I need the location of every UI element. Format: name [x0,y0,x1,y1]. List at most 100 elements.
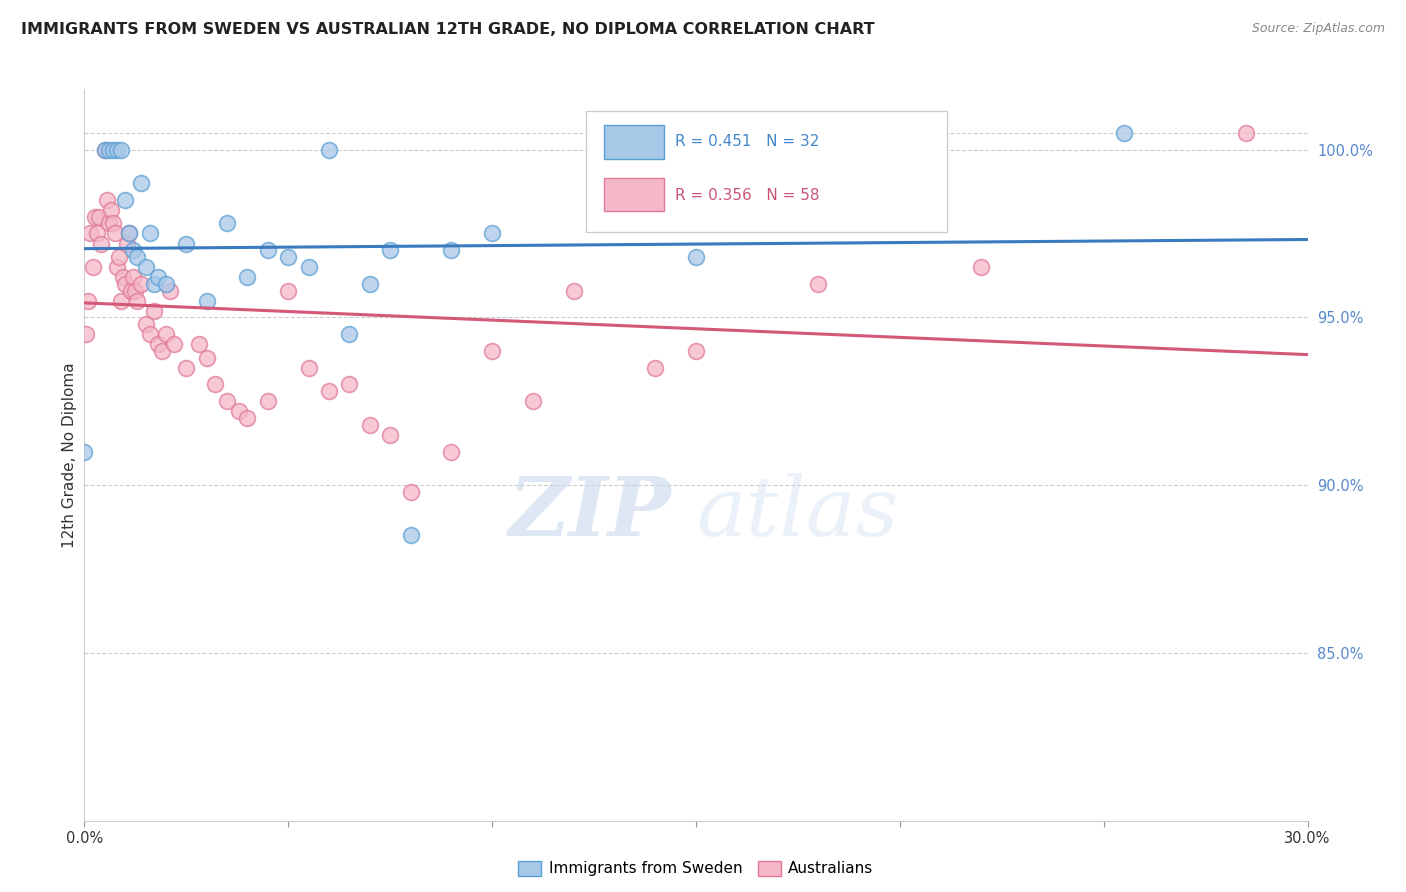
Point [118,227,141,241]
Text: IMMIGRANTS FROM SWEDEN VS AUSTRALIAN 12TH GRADE, NO DIPLOMA CORRELATION CHART: IMMIGRANTS FROM SWEDEN VS AUSTRALIAN 12T… [21,22,875,37]
Point [481,227,503,241]
Point [112,270,135,285]
Point [131,176,153,190]
Point [318,143,340,157]
Point [115,236,138,251]
Point [79,227,101,241]
Point [685,250,707,264]
Point [127,293,149,308]
Legend: Immigrants from Sweden, Australians: Immigrants from Sweden, Australians [512,855,880,882]
Point [97,216,120,230]
Point [440,444,463,458]
Point [114,277,136,291]
Point [163,337,186,351]
Point [93,143,117,157]
Point [562,284,585,298]
Point [110,293,132,308]
Point [108,250,131,264]
Point [118,227,141,241]
Point [101,216,124,230]
Point [217,394,239,409]
FancyBboxPatch shape [605,125,664,159]
Point [236,411,259,425]
Point [146,337,169,351]
Text: R = 0.451   N = 32: R = 0.451 N = 32 [675,135,820,149]
Text: ZIP: ZIP [509,474,672,553]
Point [318,384,340,399]
Point [122,244,145,258]
Y-axis label: 12th Grade, No Diploma: 12th Grade, No Diploma [62,362,77,548]
Point [380,244,402,258]
Point [277,284,299,298]
Point [77,293,100,308]
Point [101,143,124,157]
Point [685,343,707,358]
Text: atlas: atlas [696,474,898,553]
Point [257,244,280,258]
FancyBboxPatch shape [586,112,946,232]
Point [110,143,132,157]
Point [93,143,117,157]
Point [481,343,503,358]
Point [644,360,666,375]
Point [135,317,157,331]
Point [174,360,197,375]
Point [90,236,112,251]
Point [146,270,169,285]
Point [96,193,118,207]
Point [298,360,321,375]
Point [122,270,145,285]
Point [138,327,160,342]
Point [807,277,830,291]
Point [131,277,153,291]
Point [522,394,544,409]
Point [277,250,299,264]
Point [104,227,127,241]
Point [399,528,422,542]
Point [114,193,136,207]
Point [359,417,381,432]
Point [970,260,993,274]
Point [75,327,97,342]
Point [236,270,259,285]
Point [87,210,110,224]
Point [228,404,250,418]
Point [100,202,122,217]
Point [359,277,381,291]
Point [174,236,197,251]
FancyBboxPatch shape [605,178,664,211]
Point [105,260,128,274]
Point [142,277,165,291]
Point [399,484,422,499]
Point [204,377,226,392]
Point [257,394,280,409]
Point [1236,126,1258,140]
Point [1114,126,1136,140]
Point [97,143,120,157]
Point [142,303,165,318]
Text: Source: ZipAtlas.com: Source: ZipAtlas.com [1251,22,1385,36]
Point [187,337,209,351]
Point [440,244,463,258]
Point [138,227,160,241]
Point [195,351,218,365]
Point [380,427,402,442]
Point [135,260,157,274]
Point [339,377,361,392]
Point [159,284,181,298]
Point [155,327,177,342]
Point [155,277,177,291]
Point [120,284,142,298]
Point [150,343,173,358]
Point [298,260,321,274]
Point [105,143,128,157]
Point [124,284,146,298]
Point [86,227,108,241]
Text: R = 0.356   N = 58: R = 0.356 N = 58 [675,187,820,202]
Point [217,216,239,230]
Point [73,444,96,458]
Point [127,250,149,264]
Point [195,293,218,308]
Point [82,260,104,274]
Point [83,210,105,224]
